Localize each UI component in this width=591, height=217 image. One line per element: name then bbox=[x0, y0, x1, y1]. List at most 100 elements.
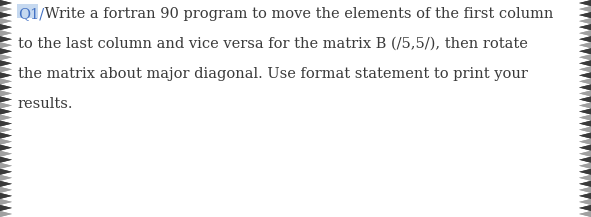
Polygon shape bbox=[0, 211, 12, 217]
Polygon shape bbox=[579, 205, 591, 211]
Polygon shape bbox=[579, 175, 591, 181]
Polygon shape bbox=[579, 42, 591, 48]
Text: the matrix about major diagonal. Use format statement to print your: the matrix about major diagonal. Use for… bbox=[18, 67, 528, 81]
Polygon shape bbox=[579, 181, 591, 187]
Polygon shape bbox=[0, 18, 12, 24]
Polygon shape bbox=[0, 157, 12, 163]
Polygon shape bbox=[0, 6, 12, 12]
Polygon shape bbox=[0, 78, 12, 84]
Polygon shape bbox=[0, 139, 12, 145]
Polygon shape bbox=[0, 0, 12, 6]
Polygon shape bbox=[579, 18, 591, 24]
Polygon shape bbox=[579, 187, 591, 193]
Polygon shape bbox=[0, 54, 12, 60]
Polygon shape bbox=[579, 139, 591, 145]
Polygon shape bbox=[579, 193, 591, 199]
Polygon shape bbox=[579, 0, 591, 6]
Polygon shape bbox=[579, 145, 591, 151]
Polygon shape bbox=[579, 18, 591, 24]
Polygon shape bbox=[0, 24, 12, 30]
Polygon shape bbox=[0, 6, 12, 12]
Polygon shape bbox=[0, 193, 12, 199]
Polygon shape bbox=[579, 102, 591, 108]
Polygon shape bbox=[0, 18, 12, 24]
Polygon shape bbox=[0, 187, 12, 193]
Polygon shape bbox=[579, 60, 591, 66]
Polygon shape bbox=[0, 115, 12, 121]
Polygon shape bbox=[579, 6, 591, 12]
Polygon shape bbox=[579, 127, 591, 133]
Polygon shape bbox=[579, 133, 591, 139]
Polygon shape bbox=[579, 127, 591, 133]
Polygon shape bbox=[579, 12, 591, 18]
Polygon shape bbox=[0, 151, 12, 157]
Polygon shape bbox=[0, 60, 12, 66]
Polygon shape bbox=[579, 199, 591, 205]
Polygon shape bbox=[0, 181, 12, 187]
Polygon shape bbox=[579, 181, 591, 187]
Polygon shape bbox=[579, 115, 591, 121]
Polygon shape bbox=[0, 121, 12, 127]
Polygon shape bbox=[0, 151, 12, 157]
Polygon shape bbox=[0, 12, 12, 18]
Polygon shape bbox=[0, 78, 12, 84]
Polygon shape bbox=[579, 145, 591, 151]
Polygon shape bbox=[579, 30, 591, 36]
Polygon shape bbox=[579, 187, 591, 193]
Polygon shape bbox=[579, 78, 591, 84]
Polygon shape bbox=[579, 102, 591, 108]
Polygon shape bbox=[0, 169, 12, 175]
Polygon shape bbox=[579, 211, 591, 217]
Polygon shape bbox=[0, 30, 12, 36]
Polygon shape bbox=[0, 145, 12, 151]
Polygon shape bbox=[579, 133, 591, 139]
Polygon shape bbox=[579, 12, 591, 18]
Polygon shape bbox=[579, 157, 591, 163]
Polygon shape bbox=[579, 163, 591, 169]
Polygon shape bbox=[0, 48, 12, 54]
Polygon shape bbox=[579, 163, 591, 169]
Polygon shape bbox=[0, 102, 12, 108]
Polygon shape bbox=[0, 90, 12, 96]
Polygon shape bbox=[579, 96, 591, 102]
Polygon shape bbox=[0, 36, 12, 42]
Polygon shape bbox=[579, 42, 591, 48]
Polygon shape bbox=[0, 211, 12, 217]
Polygon shape bbox=[0, 60, 12, 66]
Bar bbox=[17, 4, 38, 18]
Polygon shape bbox=[0, 181, 12, 187]
Polygon shape bbox=[0, 66, 12, 72]
Polygon shape bbox=[579, 169, 591, 175]
Polygon shape bbox=[0, 163, 12, 169]
Polygon shape bbox=[579, 24, 591, 30]
Polygon shape bbox=[579, 30, 591, 36]
Polygon shape bbox=[579, 24, 591, 30]
Polygon shape bbox=[0, 42, 12, 48]
Polygon shape bbox=[579, 36, 591, 42]
Polygon shape bbox=[0, 24, 12, 30]
Polygon shape bbox=[579, 151, 591, 157]
Polygon shape bbox=[579, 211, 591, 217]
Polygon shape bbox=[579, 72, 591, 78]
Polygon shape bbox=[0, 133, 12, 139]
Polygon shape bbox=[0, 187, 12, 193]
Polygon shape bbox=[579, 6, 591, 12]
Polygon shape bbox=[579, 84, 591, 90]
Polygon shape bbox=[579, 121, 591, 127]
Polygon shape bbox=[579, 96, 591, 102]
Polygon shape bbox=[579, 121, 591, 127]
Polygon shape bbox=[0, 0, 12, 6]
Polygon shape bbox=[579, 54, 591, 60]
Polygon shape bbox=[0, 72, 12, 78]
Text: Q1/: Q1/ bbox=[18, 7, 44, 21]
Polygon shape bbox=[0, 108, 12, 115]
Polygon shape bbox=[579, 193, 591, 199]
Polygon shape bbox=[579, 108, 591, 115]
Polygon shape bbox=[0, 54, 12, 60]
Polygon shape bbox=[0, 42, 12, 48]
Polygon shape bbox=[0, 205, 12, 211]
Polygon shape bbox=[0, 133, 12, 139]
Polygon shape bbox=[0, 145, 12, 151]
Text: to the last column and vice versa for the matrix B (/5,5/), then rotate: to the last column and vice versa for th… bbox=[18, 37, 528, 51]
Polygon shape bbox=[0, 199, 12, 205]
